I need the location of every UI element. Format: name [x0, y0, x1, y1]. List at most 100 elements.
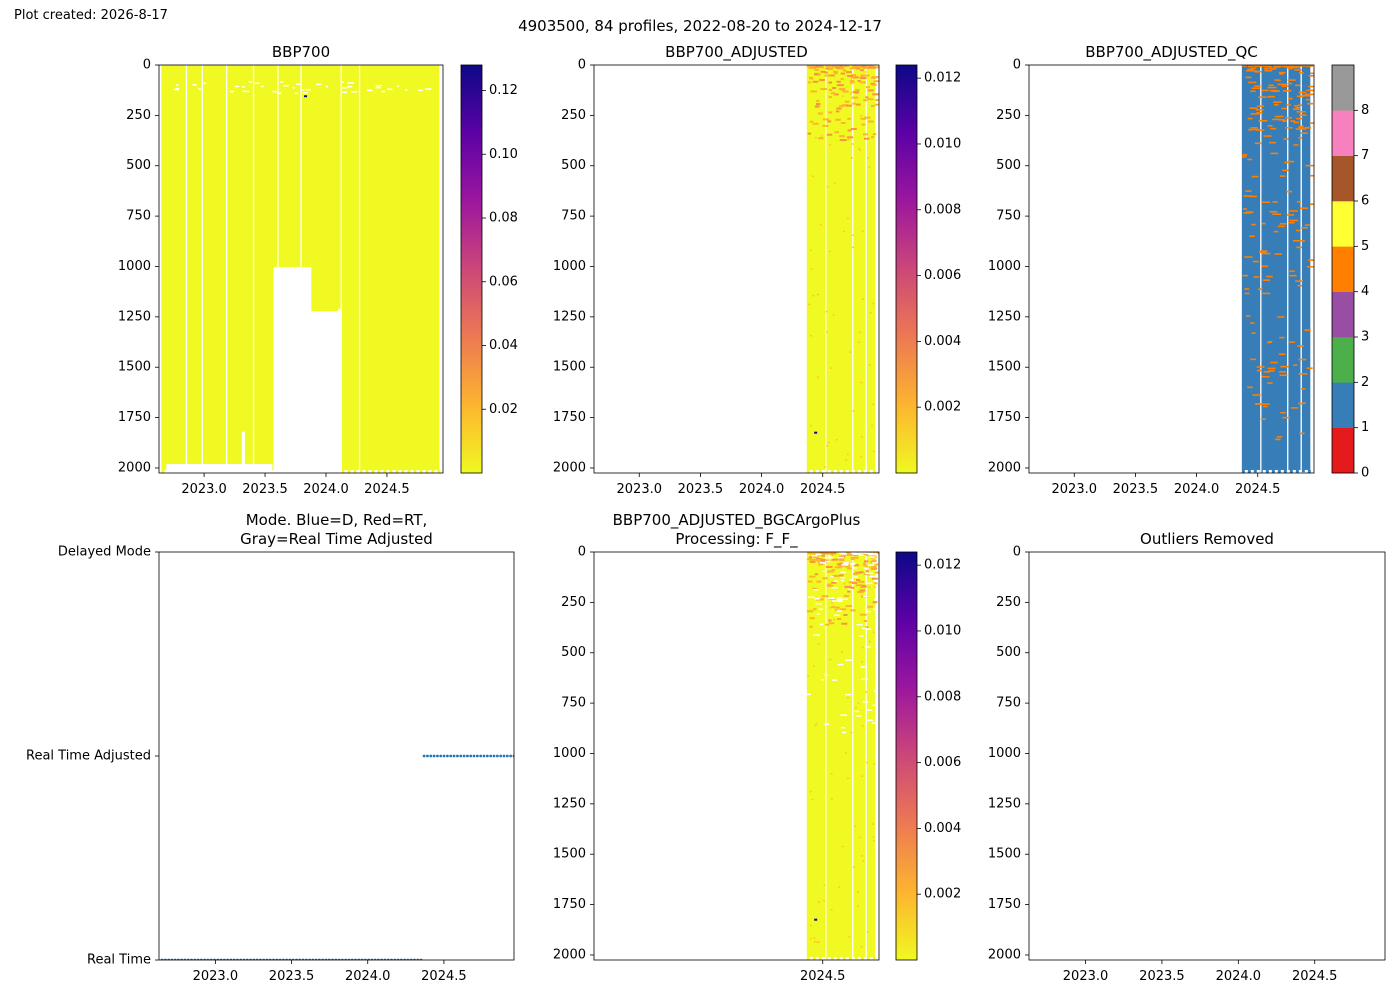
qc-flag-cell — [1295, 280, 1304, 282]
bbp700_adjusted-cell — [869, 66, 876, 69]
qc-flag-cell — [1288, 221, 1295, 224]
bgcargoplus-cell — [856, 890, 859, 893]
qc-flag-cell — [1249, 195, 1257, 198]
bgcargoplus-removed — [839, 552, 846, 554]
bgcargoplus-cell — [817, 643, 820, 645]
bbp700_adjusted-cell — [842, 65, 850, 68]
bgcargoplus-cell — [817, 901, 820, 903]
qc-flag-cell — [1298, 114, 1307, 116]
bgcargoplus-cell — [812, 665, 815, 667]
bgcargoplus-removed — [811, 554, 818, 557]
bbp700_adjusted-cell — [825, 445, 828, 447]
bbp700_adjusted-cell — [858, 148, 861, 150]
y-tick-label: 1000 — [553, 746, 586, 761]
bbp700_adjusted-cell — [836, 84, 844, 87]
qc-flag-cell — [1282, 65, 1289, 67]
bgcargoplus-removed — [869, 575, 875, 578]
bgcargoplus-removed — [812, 634, 820, 636]
bgcargoplus-removed — [840, 576, 846, 579]
qc-flag-cell — [1293, 144, 1299, 146]
bbp700_adjusted-cell — [855, 103, 861, 106]
bbp700-speckle — [375, 86, 381, 89]
qc-flag-cell — [1250, 113, 1260, 115]
bgcargoplus-cell — [809, 790, 812, 793]
y-tick-label: 750 — [126, 209, 151, 224]
bbp700_adjusted_qc-profile-gap — [1287, 65, 1289, 473]
qc-flag-cell — [1289, 341, 1295, 343]
bbp700_adjusted-cell — [814, 68, 820, 71]
bgcargoplus-removed — [840, 714, 848, 716]
qc-colorbar-segment — [1332, 65, 1354, 111]
qc-flag-cell — [1250, 90, 1256, 93]
bbp700_adjusted-cell — [849, 92, 852, 95]
qc-flag-cell — [1297, 345, 1305, 347]
bbp700_adjusted-cell — [865, 96, 869, 99]
qc-flag-cell — [1262, 292, 1271, 295]
bbp700_adjusted-cell — [839, 65, 843, 68]
bbp700_adjusted-cell — [812, 294, 815, 297]
bgcargoplus-removed — [862, 701, 869, 703]
bgcargoplus-removed — [862, 627, 868, 630]
bgcargoplus-cell — [842, 553, 848, 556]
y-tick-label: Delayed Mode — [58, 545, 151, 560]
bgcargoplus-bottom-edge — [848, 956, 852, 960]
bbp700-profile-gap — [340, 65, 342, 473]
y-tick-label: 1500 — [988, 847, 1021, 862]
plot-created-label: Plot created: 2026-8-17 — [14, 8, 168, 23]
bgcargoplus-cell — [831, 581, 837, 584]
bgcargoplus-cell — [843, 552, 851, 555]
x-tick-label: 2023.5 — [678, 482, 724, 497]
qc-flag-cell — [1308, 75, 1314, 77]
bbp700_adjusted-title: BBP700_ADJUSTED — [665, 43, 808, 62]
bbp700_adjusted-cell — [847, 136, 854, 139]
x-tick-label: 2023.5 — [1139, 969, 1185, 984]
qc-flag-cell — [1269, 210, 1278, 213]
y-tick-label: 0 — [1013, 545, 1021, 560]
bbp700-speckle — [175, 87, 180, 90]
colorbar-frame — [1331, 64, 1355, 474]
colorbar-tick-label: 6 — [1361, 194, 1369, 209]
mode-point — [456, 754, 459, 758]
bbp700_adjusted-bottom-edge — [806, 469, 810, 473]
bbp700_adjusted-cell — [850, 127, 857, 130]
qc-flag-cell — [1253, 276, 1260, 278]
bgcargoplus-removed — [872, 704, 876, 707]
bgcargoplus-removed — [872, 562, 878, 564]
bbp700_adjusted-cell — [860, 65, 866, 68]
qc-flag-cell — [1281, 85, 1289, 87]
mode-point — [446, 754, 449, 758]
bgcargoplus-title: BBP700_ADJUSTED_BGCArgoPlus — [613, 511, 861, 530]
bgcargoplus-cell — [823, 899, 826, 902]
bgcargoplus-cell — [846, 697, 849, 699]
bgcargoplus-cell — [872, 559, 877, 562]
bbp700_adjusted_qc-bottom-edge — [1247, 469, 1251, 473]
qc-flag-cell — [1289, 274, 1297, 277]
bgcargoplus-cell — [874, 582, 878, 585]
qc-flag-cell — [1262, 279, 1270, 281]
qc-flag-cell — [1282, 89, 1292, 92]
qc-flag-cell — [1248, 81, 1257, 84]
qc-flag-cell — [1289, 210, 1298, 212]
subplot-bbp700: 0 250 500 750 1000 1250 1500 1750 2000 2023.0 2023… — [118, 43, 518, 497]
bgcargoplus-cell — [809, 937, 812, 940]
qc-flag-cell — [1242, 274, 1249, 277]
bbp700_adjusted-cell — [863, 99, 868, 102]
y-tick-label: Real Time Adjusted — [26, 749, 151, 764]
bgcargoplus-cell — [830, 552, 837, 555]
qc-flag-cell — [1301, 94, 1307, 97]
bgcargoplus-cell — [821, 595, 829, 598]
qc-flag-cell — [1261, 252, 1271, 255]
bgcargoplus-cell — [806, 610, 814, 613]
bgcargoplus-cell — [809, 625, 813, 628]
bgcargoplus-cell — [829, 554, 834, 557]
bbp700-bottom-edge — [383, 469, 387, 473]
bgcargoplus-profile-gap — [852, 552, 854, 960]
x-tick-label: 2024.0 — [739, 482, 785, 497]
bgcargoplus-removed — [815, 602, 822, 605]
qc-flag-cell — [1299, 432, 1305, 435]
mode-point — [449, 754, 453, 758]
bbp700_adjusted-colorbar: 0.002 0.004 0.006 0.008 0.010 0.012 — [895, 64, 961, 474]
bbp700-speckle — [340, 81, 345, 83]
bgcargoplus-cell — [821, 554, 826, 557]
qc-flag-cell — [1259, 250, 1268, 252]
